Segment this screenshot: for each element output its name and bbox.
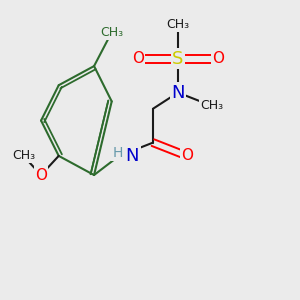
Text: CH₃: CH₃: [167, 18, 190, 32]
Text: O: O: [35, 167, 47, 182]
Text: CH₃: CH₃: [100, 26, 123, 39]
Text: S: S: [172, 50, 184, 68]
Text: N: N: [171, 84, 185, 102]
Text: O: O: [132, 51, 144, 66]
Text: CH₃: CH₃: [12, 149, 35, 162]
Text: O: O: [212, 51, 224, 66]
Text: O: O: [181, 148, 193, 164]
Text: CH₃: CH₃: [200, 99, 224, 112]
Text: H: H: [112, 146, 123, 160]
Text: N: N: [126, 147, 139, 165]
